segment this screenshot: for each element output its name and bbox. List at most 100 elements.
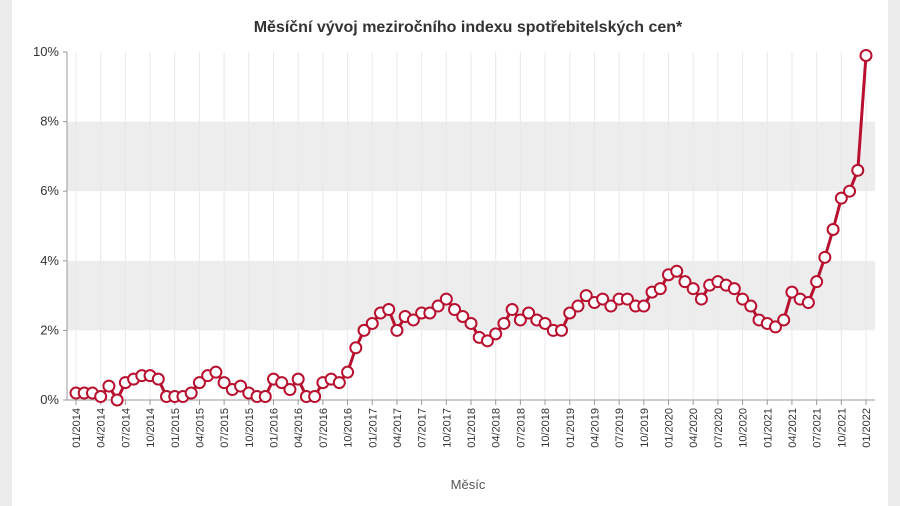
data-point xyxy=(283,383,297,397)
data-point xyxy=(801,296,815,310)
x-tick-label: 10/2021 xyxy=(836,408,848,448)
data-point xyxy=(653,282,667,296)
x-tick-label: 10/2017 xyxy=(441,408,453,448)
data-point xyxy=(184,386,198,400)
data-point xyxy=(810,275,824,289)
x-tick-label: 10/2015 xyxy=(244,408,256,448)
x-tick-label: 07/2015 xyxy=(219,408,231,448)
data-point xyxy=(357,323,371,337)
x-tick-label: 01/2022 xyxy=(861,408,873,448)
data-point xyxy=(670,264,684,278)
data-point xyxy=(851,163,865,177)
y-tick-label: 10% xyxy=(33,44,59,59)
data-point xyxy=(439,292,453,306)
data-point xyxy=(727,282,741,296)
data-point xyxy=(571,299,585,313)
x-tick-label: 04/2015 xyxy=(194,408,206,448)
data-point xyxy=(464,316,478,330)
data-point xyxy=(513,313,527,327)
x-tick-label: 07/2018 xyxy=(515,408,527,448)
x-tick-label: 01/2021 xyxy=(762,408,774,448)
x-tick-label: 01/2019 xyxy=(565,408,577,448)
y-tick-label: 2% xyxy=(40,322,59,337)
data-point xyxy=(390,323,404,337)
x-tick-label: 01/2018 xyxy=(466,408,478,448)
data-point xyxy=(744,299,758,313)
data-point xyxy=(604,299,618,313)
data-point xyxy=(686,282,700,296)
x-tick-label: 04/2020 xyxy=(688,408,700,448)
x-tick-label: 07/2016 xyxy=(318,408,330,448)
x-tick-label: 10/2016 xyxy=(343,408,355,448)
data-point xyxy=(234,379,248,393)
x-tick-label: 10/2018 xyxy=(540,408,552,448)
data-point xyxy=(448,303,462,317)
data-point xyxy=(102,379,116,393)
x-tick-label: 07/2021 xyxy=(812,408,824,448)
data-point xyxy=(522,306,536,320)
x-tick-label: 04/2016 xyxy=(293,408,305,448)
data-point xyxy=(736,292,750,306)
data-point xyxy=(563,306,577,320)
x-tick-label: 04/2014 xyxy=(96,408,108,448)
series-cpi xyxy=(69,48,873,407)
x-tick-label: 01/2014 xyxy=(71,408,83,448)
x-tick-label: 01/2020 xyxy=(664,408,676,448)
data-point xyxy=(480,334,494,348)
data-point xyxy=(859,48,873,62)
y-tick-label: 4% xyxy=(40,253,59,268)
data-point xyxy=(489,327,503,341)
x-tick-label: 10/2014 xyxy=(145,408,157,448)
data-point xyxy=(843,184,857,198)
data-point xyxy=(151,372,165,386)
x-tick-label: 04/2017 xyxy=(392,408,404,448)
data-point xyxy=(308,390,322,404)
data-point xyxy=(637,299,651,313)
data-point xyxy=(258,390,272,404)
x-tick-label: 07/2019 xyxy=(614,408,626,448)
data-point xyxy=(678,275,692,289)
data-point xyxy=(818,250,832,264)
data-point xyxy=(275,376,289,390)
data-point xyxy=(579,289,593,303)
data-point xyxy=(217,376,231,390)
data-point xyxy=(382,303,396,317)
data-point xyxy=(785,285,799,299)
x-tick-label: 01/2015 xyxy=(170,408,182,448)
y-tick-label: 8% xyxy=(40,114,59,129)
data-point xyxy=(555,323,569,337)
data-point xyxy=(620,292,634,306)
data-point xyxy=(291,372,305,386)
data-point xyxy=(192,376,206,390)
data-point xyxy=(694,292,708,306)
data-point xyxy=(349,341,363,355)
data-point xyxy=(94,390,108,404)
data-point xyxy=(826,222,840,236)
data-point xyxy=(768,320,782,334)
y-tick-label: 6% xyxy=(40,183,59,198)
x-tick-label: 01/2017 xyxy=(367,408,379,448)
data-point xyxy=(777,313,791,327)
data-point xyxy=(423,306,437,320)
data-point xyxy=(431,299,445,313)
x-tick-label: 10/2020 xyxy=(738,408,750,448)
x-tick-label: 04/2019 xyxy=(589,408,601,448)
grid-bands xyxy=(67,52,875,400)
x-tick-label: 07/2017 xyxy=(417,408,429,448)
chart-title: Měsíční vývoj meziročního indexu spotřeb… xyxy=(254,19,683,36)
data-point xyxy=(497,316,511,330)
x-tick-label: 07/2014 xyxy=(120,408,132,448)
data-point xyxy=(538,316,552,330)
data-point xyxy=(365,316,379,330)
data-point xyxy=(341,365,355,379)
data-point xyxy=(505,303,519,317)
data-point xyxy=(406,313,420,327)
x-tick-label: 04/2018 xyxy=(491,408,503,448)
data-point xyxy=(456,309,470,323)
x-tick-label: 10/2019 xyxy=(639,408,651,448)
data-point xyxy=(834,191,848,205)
x-axis: 01/2014 04/2014 07/2014 10/2014 01/2015 04/20… xyxy=(67,399,875,448)
y-axis: 0% 2% 4% 6% 8% 10% xyxy=(33,44,68,407)
